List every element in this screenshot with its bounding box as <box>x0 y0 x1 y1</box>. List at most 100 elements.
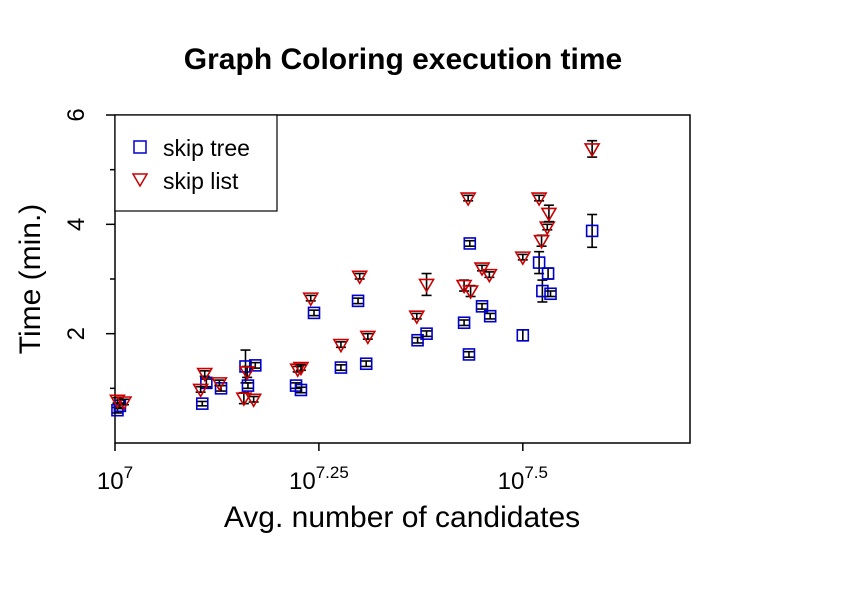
marker-square <box>462 348 476 361</box>
marker-triangle <box>462 285 479 300</box>
legend-label-skip-tree: skip tree <box>163 135 250 161</box>
data-point-skip-tree <box>248 359 262 372</box>
marker-square <box>541 267 555 280</box>
marker-square <box>111 403 124 417</box>
x-tick-label: 107 <box>97 463 133 495</box>
y-tick-label: 6 <box>63 108 90 121</box>
data-point-skip-list <box>359 330 377 345</box>
marker-square <box>294 383 308 397</box>
marker-triangle <box>196 367 214 383</box>
marker-triangle <box>292 361 310 377</box>
marker-triangle <box>418 278 435 294</box>
marker-square <box>420 327 433 340</box>
y-axis-label: Time (min.) <box>14 204 47 355</box>
data-point-skip-list <box>351 270 369 285</box>
data-point-skip-list <box>533 234 550 250</box>
marker-square <box>248 359 262 372</box>
data-point-skip-list <box>459 192 477 207</box>
marker-triangle <box>192 383 210 399</box>
marker-square <box>241 379 255 392</box>
data-point-skip-tree <box>420 327 433 340</box>
marker-triangle <box>533 234 550 250</box>
data-point-skip-tree <box>195 397 209 410</box>
marker-square <box>214 382 228 395</box>
legend-box <box>114 114 278 212</box>
marker-triangle <box>530 192 548 207</box>
data-point-skip-list <box>418 272 435 297</box>
marker-triangle <box>583 143 601 158</box>
marker-square <box>463 237 477 250</box>
data-point-skip-tree <box>544 287 557 301</box>
data-point-skip-list <box>292 361 310 377</box>
data-point-skip-tree <box>541 267 555 280</box>
x-axis-label: Avg. number of candidates <box>224 501 580 534</box>
data-point-skip-list <box>583 139 601 158</box>
y-axis: 2 4 6 <box>63 108 115 390</box>
data-point-skip-tree <box>351 294 365 308</box>
marker-triangle <box>459 192 477 207</box>
marker-square <box>532 256 546 269</box>
data-point-skip-tree <box>475 300 489 313</box>
data-point-skip-tree <box>241 379 255 392</box>
marker-triangle <box>351 270 369 285</box>
marker-square <box>516 329 530 342</box>
data-point-skip-tree <box>483 309 497 323</box>
x-tick-label: 107.5 <box>498 463 548 495</box>
marker-triangle <box>359 330 377 345</box>
marker-square <box>475 300 489 313</box>
marker-square <box>483 309 497 323</box>
marker-square <box>307 306 321 320</box>
data-point-skip-list <box>192 383 210 399</box>
x-axis: 107 107.25 107.5 <box>97 443 548 495</box>
data-point-skip-list <box>530 192 548 207</box>
legend-marker-skip-tree <box>133 140 147 154</box>
data-point-skip-list <box>332 338 350 354</box>
marker-triangle <box>115 396 133 411</box>
data-point-skip-list <box>245 393 263 408</box>
marker-triangle <box>245 393 263 408</box>
data-point-skip-tree <box>463 237 477 250</box>
marker-triangle <box>408 310 426 325</box>
marker-triangle <box>238 366 256 381</box>
chart-title: Graph Coloring execution time <box>184 43 622 76</box>
marker-square <box>411 333 424 347</box>
data-point-skip-list <box>211 377 228 392</box>
x-tick-label: 107.25 <box>289 463 349 495</box>
legend-marker-skip-list <box>131 173 149 188</box>
data-point-skip-list <box>115 396 133 411</box>
data-point-skip-tree <box>585 213 599 249</box>
marker-square <box>195 397 209 410</box>
data-point-skip-list <box>480 268 498 284</box>
marker-square <box>544 287 557 301</box>
marker-triangle <box>211 377 228 392</box>
data-points <box>109 139 601 417</box>
marker-triangle <box>540 207 558 222</box>
data-point-skip-tree <box>359 357 373 371</box>
y-tick-label: 4 <box>63 218 90 231</box>
marker-square <box>585 224 599 238</box>
legend: skip tree skip list <box>114 114 278 212</box>
data-point-skip-tree <box>462 348 476 361</box>
marker-square <box>457 316 471 330</box>
data-point-skip-list <box>514 251 532 266</box>
data-point-skip-list <box>408 310 426 325</box>
marker-triangle <box>235 392 253 407</box>
data-point-skip-tree <box>334 361 348 374</box>
data-point-skip-list <box>538 221 556 236</box>
marker-square <box>351 294 365 308</box>
data-point-skip-list <box>302 292 320 307</box>
marker-triangle <box>109 394 126 409</box>
data-point-skip-tree <box>516 329 530 342</box>
data-point-skip-list <box>196 367 214 383</box>
data-point-skip-tree <box>294 383 308 397</box>
marker-triangle <box>332 338 350 354</box>
marker-triangle <box>514 251 532 266</box>
data-point-skip-list <box>238 365 256 381</box>
data-point-skip-list <box>235 391 253 407</box>
marker-square <box>359 357 373 371</box>
y-tick-label: 2 <box>63 327 90 340</box>
data-point-skip-list <box>462 284 479 300</box>
marker-triangle <box>480 268 498 284</box>
marker-square <box>334 361 348 374</box>
